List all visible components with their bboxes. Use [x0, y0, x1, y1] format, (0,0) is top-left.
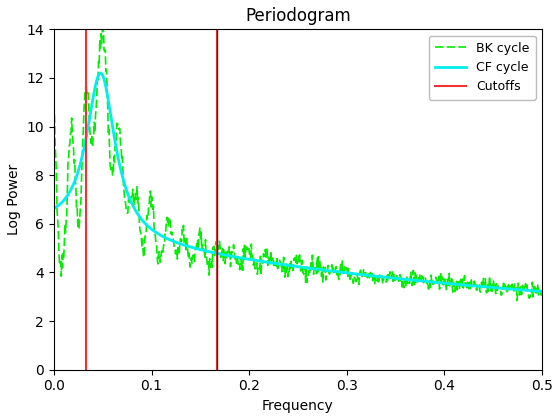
BK cycle — [50, 100, 57, 105]
Title: Periodogram: Periodogram — [245, 7, 351, 25]
BK cycle — [348, 273, 354, 278]
CF cycle — [97, 71, 104, 76]
Cutoffs — [83, 367, 90, 372]
BK cycle — [100, 20, 106, 25]
BK cycle — [472, 281, 478, 286]
CF cycle — [422, 279, 428, 284]
CF cycle — [362, 273, 369, 278]
BK cycle — [514, 298, 520, 303]
Y-axis label: Log Power: Log Power — [7, 164, 21, 235]
X-axis label: Frequency: Frequency — [262, 399, 334, 413]
BK cycle — [422, 277, 428, 282]
CF cycle — [472, 284, 478, 289]
Cutoffs — [83, 343, 90, 348]
BK cycle — [539, 293, 545, 298]
BK cycle — [335, 267, 342, 272]
CF cycle — [81, 146, 87, 151]
CF cycle — [348, 271, 354, 276]
Line: CF cycle: CF cycle — [54, 73, 542, 291]
CF cycle — [335, 269, 342, 274]
Line: BK cycle: BK cycle — [54, 22, 542, 300]
Legend: BK cycle, CF cycle, Cutoffs: BK cycle, CF cycle, Cutoffs — [429, 36, 536, 100]
BK cycle — [362, 271, 369, 276]
CF cycle — [50, 206, 57, 211]
CF cycle — [539, 289, 545, 294]
BK cycle — [81, 110, 87, 115]
